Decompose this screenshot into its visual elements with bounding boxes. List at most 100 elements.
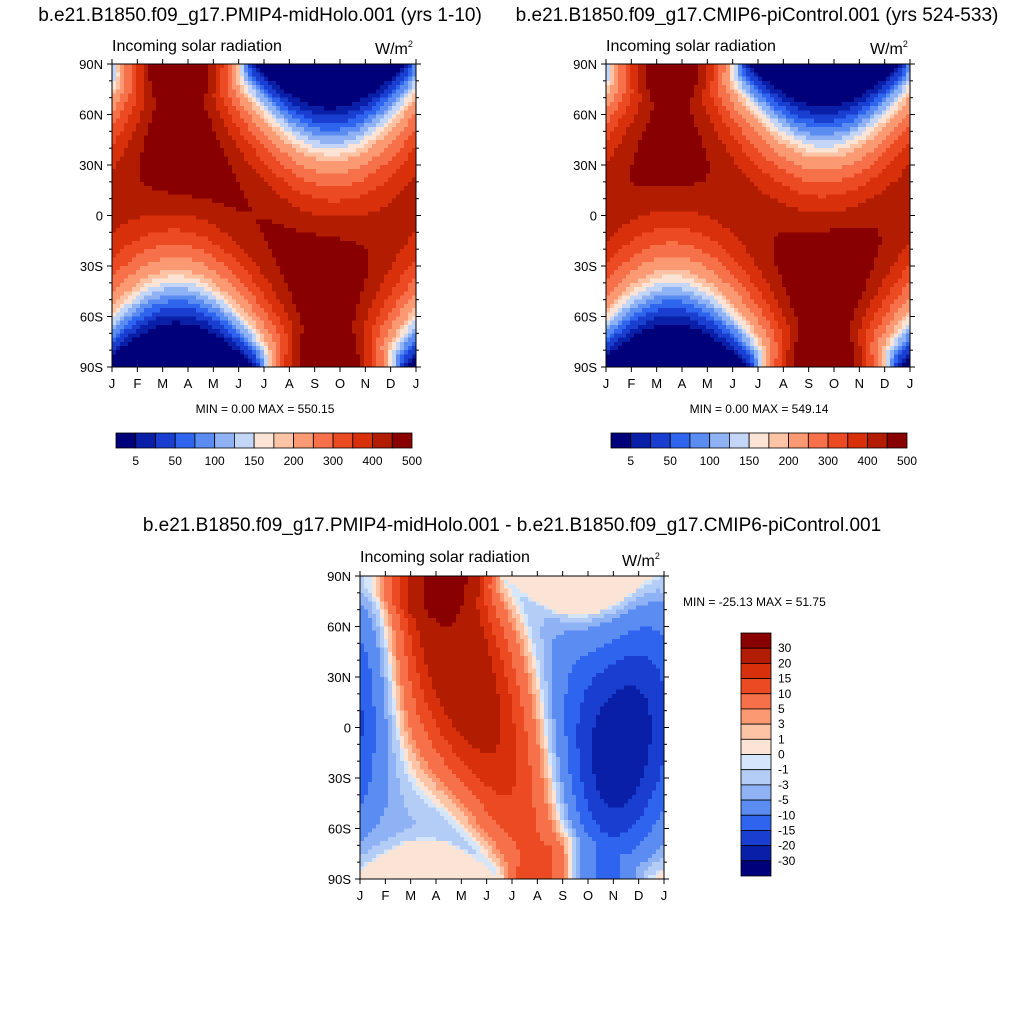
heatmap-cell [200,122,205,128]
heatmap-cell [360,316,365,322]
heatmap-cell [204,261,209,267]
heatmap-cell [148,165,153,170]
heatmap-cell [164,266,169,271]
heatmap-cell [308,177,313,183]
heatmap-cell [180,181,185,187]
heatmap-cell [368,337,373,343]
heatmap-cell [348,118,353,124]
heatmap-cell [376,114,381,120]
heatmap-cell [112,76,117,82]
heatmap-cell [348,316,353,322]
heatmap-cell [296,232,301,238]
heatmap-cell [356,320,361,326]
heatmap-cell [128,215,133,221]
heatmap-cell [240,131,245,137]
heatmap-cell [336,76,341,82]
heatmap-cell [300,114,305,120]
heatmap-cell [284,223,289,229]
heatmap-cell [380,278,385,284]
heatmap-cell [188,270,193,276]
heatmap-cell [212,165,217,170]
heatmap-cell [140,295,145,301]
heatmap-cell [136,143,141,149]
heatmap-cell [336,181,341,187]
heatmap-cell [260,148,265,153]
heatmap-cell [356,169,361,175]
heatmap-cell [380,68,385,74]
heatmap-cell [316,236,321,242]
heatmap-cell [296,358,301,364]
heatmap-cell [328,156,333,162]
heatmap-cell [336,97,341,103]
heatmap-cell [208,72,213,78]
heatmap-cell [384,194,389,200]
heatmap-cell [324,333,329,339]
heatmap-cell [112,223,117,229]
heatmap-cell [136,139,141,145]
heatmap-cell [128,186,133,191]
heatmap-cell [120,236,125,242]
heatmap-cell [152,173,157,179]
heatmap-cell [240,350,245,355]
heatmap-cell [228,85,233,90]
heatmap-cell [288,85,293,90]
heatmap-cell [188,257,193,263]
heatmap-cell [356,143,361,149]
heatmap-cell [200,362,205,368]
heatmap-cell [276,354,281,360]
heatmap-cell [180,223,185,229]
heatmap-cell [244,80,249,86]
heatmap-cell [312,211,317,217]
heatmap-cell [228,333,233,339]
heatmap-cell [324,337,329,343]
heatmap-cell [168,80,173,86]
heatmap-cell [340,110,345,116]
heatmap-cell [324,244,329,250]
heatmap-cell [316,223,321,229]
heatmap-cell [380,362,385,368]
heatmap-cell [232,253,237,259]
heatmap-cell [192,287,197,292]
heatmap-cell [304,291,309,297]
heatmap-cell [188,228,193,233]
heatmap-cell [296,127,301,132]
heatmap-cell [336,156,341,162]
heatmap-cell [136,97,141,103]
heatmap-cell [344,89,349,95]
heatmap-cell [136,295,141,301]
heatmap-cell [152,97,157,103]
heatmap-cell [144,76,149,82]
heatmap-cell [160,89,165,95]
heatmap-cell [344,114,349,120]
heatmap-cell [160,110,165,116]
heatmap-cell [256,89,261,95]
heatmap-cell [184,215,189,221]
heatmap-cell [372,76,377,82]
heatmap-cell [160,228,165,233]
heatmap-cell [148,240,153,246]
heatmap-cell [276,198,281,204]
heatmap-cell [380,97,385,103]
heatmap-cell [244,148,249,153]
heatmap-cell [340,350,345,355]
heatmap-cell [172,139,177,145]
heatmap-cell [348,131,353,137]
heatmap-cell [204,106,209,111]
heatmap-cell [308,215,313,221]
heatmap-cell [160,287,165,292]
heatmap-cell [156,291,161,297]
heatmap-cell [160,139,165,145]
heatmap-cell [336,362,341,368]
heatmap-cell [120,303,125,309]
heatmap-cell [196,76,201,82]
heatmap-cell [364,169,369,175]
heatmap-cell [216,97,221,103]
heatmap-cell [264,278,269,284]
heatmap-cell [112,244,117,250]
heatmap-cell [304,97,309,103]
heatmap-cell [336,89,341,95]
heatmap-cell [296,324,301,330]
heatmap-cell [224,291,229,297]
heatmap-cell [200,97,205,103]
heatmap-cell [148,236,153,242]
